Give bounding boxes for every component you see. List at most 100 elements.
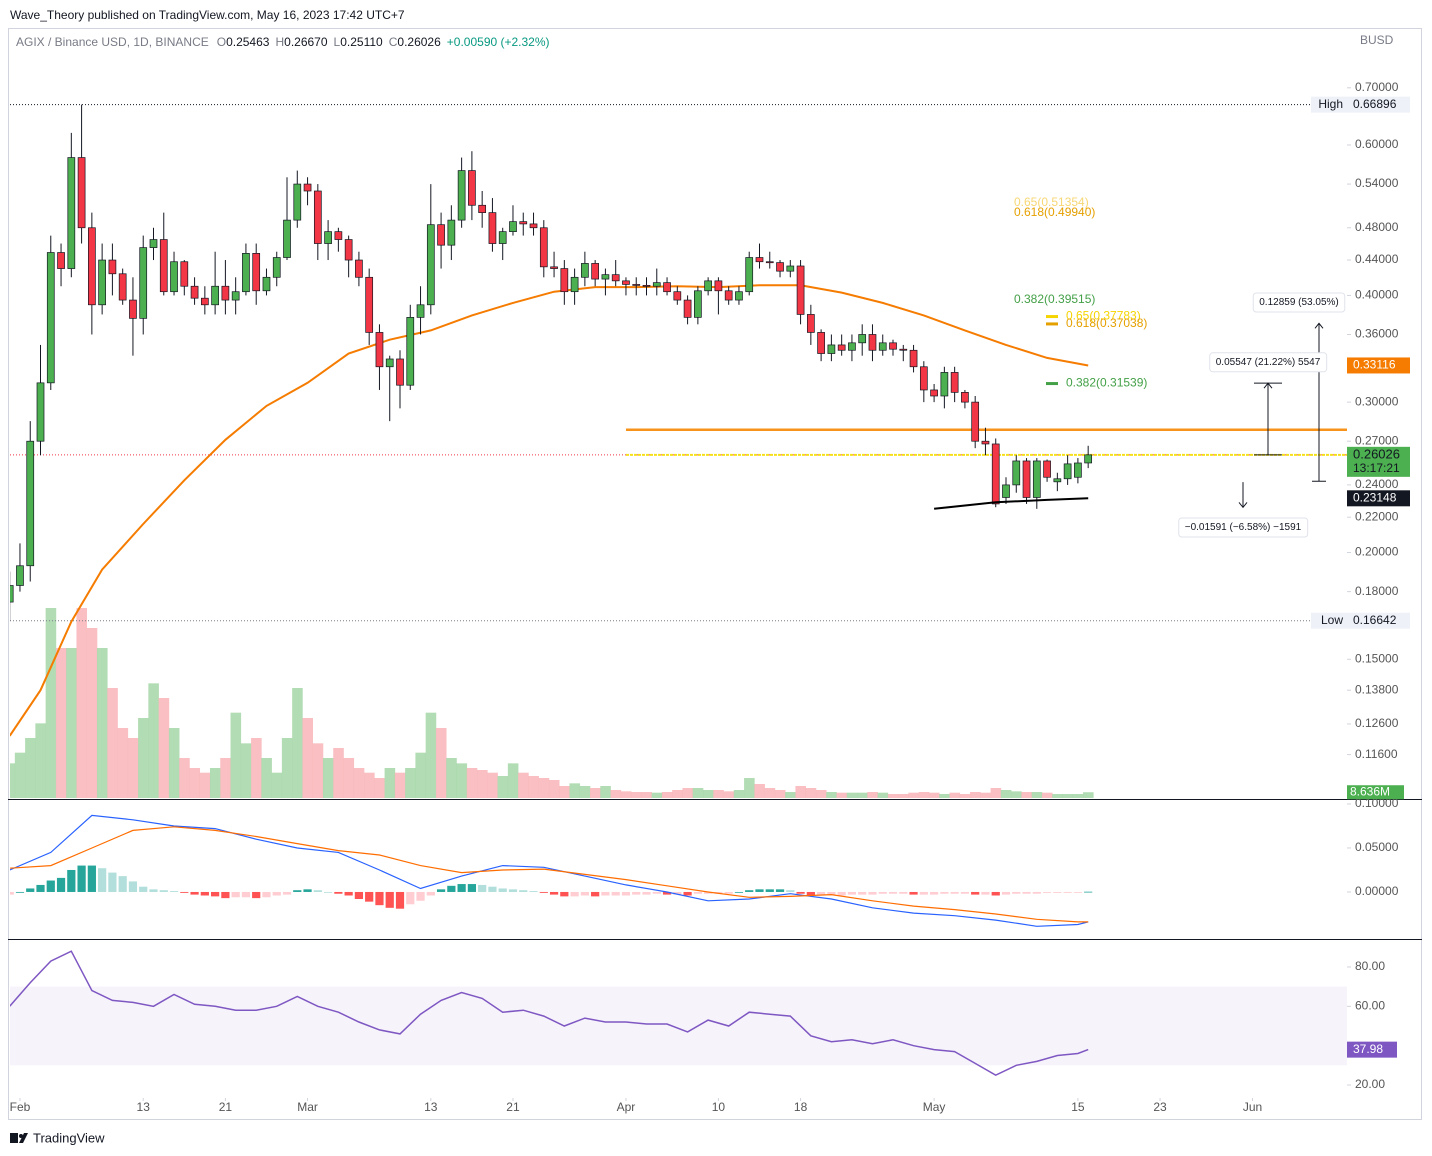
candle-body xyxy=(46,252,55,384)
macd-hist xyxy=(539,891,548,893)
fib-label: 0.382(0.39515) xyxy=(1014,292,1095,306)
macd-hist xyxy=(478,884,487,892)
candle-body xyxy=(591,263,599,280)
volume-bar xyxy=(66,648,77,798)
candle-body xyxy=(447,219,456,246)
candle-body xyxy=(694,290,702,318)
h-label: H xyxy=(275,35,284,49)
macd-hist xyxy=(919,891,928,895)
x-tick-label: 18 xyxy=(794,1100,808,1114)
candle-body xyxy=(129,299,137,319)
macd-hist xyxy=(693,891,702,894)
x-tick-label: 21 xyxy=(506,1100,520,1114)
x-tick-label: Feb xyxy=(10,1100,31,1114)
macd-hist xyxy=(981,891,990,895)
macd-hist xyxy=(878,891,887,894)
candle-body xyxy=(324,231,332,244)
candle-body xyxy=(570,276,579,293)
candle-body xyxy=(498,231,507,244)
volume-bar xyxy=(240,743,252,798)
macd-hist xyxy=(262,891,271,898)
macd-hist xyxy=(724,891,733,894)
candle-body xyxy=(26,440,35,567)
macd-hist xyxy=(971,891,980,895)
volume-label-bg xyxy=(1347,785,1404,800)
candle-body xyxy=(437,224,445,246)
volume-bar xyxy=(990,788,1002,798)
measure-label-bg xyxy=(1178,517,1309,538)
macd-hist xyxy=(190,891,199,895)
macd-hist xyxy=(118,876,127,892)
macd-hist xyxy=(683,891,692,896)
macd-hist xyxy=(734,891,744,893)
y-tick-label: 0.11600 xyxy=(1355,747,1398,761)
y-tick-label: 0.30000 xyxy=(1355,394,1399,408)
fib-label: 0.382(0.31539) xyxy=(1066,376,1147,390)
macd-hist xyxy=(549,891,559,895)
macd-hist xyxy=(1063,891,1072,893)
candle-body xyxy=(704,280,712,292)
o-value: 0.25463 xyxy=(226,35,270,49)
volume-bar xyxy=(148,683,159,798)
candle-body xyxy=(221,285,230,301)
candle-body xyxy=(334,231,343,240)
volume-bar xyxy=(928,792,940,798)
macd-hist xyxy=(180,891,189,893)
volume-bar xyxy=(312,743,324,798)
macd-hist xyxy=(929,891,939,895)
x-tick-label: May xyxy=(923,1100,946,1114)
candle-body xyxy=(190,285,199,299)
candle-body xyxy=(950,372,959,393)
y-tick-label: 0.22000 xyxy=(1355,509,1399,523)
volume-bar xyxy=(281,738,293,798)
candle-body xyxy=(355,259,363,278)
candle-body xyxy=(1012,460,1021,486)
measure-label: 0.05547 (21.22%) 5547 xyxy=(1216,357,1321,368)
volume-bar xyxy=(744,778,755,798)
volume-bar xyxy=(14,752,26,798)
macd-hist xyxy=(36,884,45,892)
macd-hist xyxy=(662,891,672,895)
volume-bar xyxy=(785,792,796,798)
candle-body xyxy=(211,285,219,306)
candle-body xyxy=(632,284,641,286)
macd-hist xyxy=(1042,891,1052,893)
macd-hist xyxy=(395,891,405,909)
c-label: C xyxy=(389,35,398,49)
volume-bar xyxy=(723,791,735,798)
candle-body xyxy=(519,221,528,225)
macd-hist xyxy=(26,888,35,892)
macd-hist xyxy=(580,891,589,896)
macd-hist xyxy=(10,891,14,895)
candle-body xyxy=(981,440,990,445)
macd-hist xyxy=(909,891,918,895)
candle-body xyxy=(293,183,302,221)
volume-bar xyxy=(189,768,201,798)
volume-bar xyxy=(1052,794,1063,798)
volume-bar xyxy=(507,763,519,798)
candle-body xyxy=(765,261,774,264)
volume-bar xyxy=(682,788,694,798)
volume-bar xyxy=(590,788,601,798)
macd-hist xyxy=(960,891,970,894)
tag-value: 0.66896 xyxy=(1353,97,1397,111)
tag-value-bg xyxy=(1347,612,1410,629)
candle-body xyxy=(786,265,795,272)
volume-bar xyxy=(600,786,611,798)
macd-hist xyxy=(252,891,261,899)
y-tick-label: 0.40000 xyxy=(1355,288,1399,302)
c-value: 0.26026 xyxy=(397,35,441,49)
volume-bar xyxy=(857,792,868,798)
macd-hist xyxy=(354,891,364,900)
volume-bar xyxy=(651,792,663,798)
y-tick-label: 0.70000 xyxy=(1355,80,1399,94)
volume-bar xyxy=(209,768,221,798)
volume-bar xyxy=(805,788,817,798)
volume-bar xyxy=(774,790,786,798)
macd-hist xyxy=(529,891,538,892)
candle-body xyxy=(170,261,178,293)
candle-body xyxy=(344,239,353,261)
macd-hist xyxy=(375,891,384,906)
macd-hist xyxy=(786,890,795,892)
